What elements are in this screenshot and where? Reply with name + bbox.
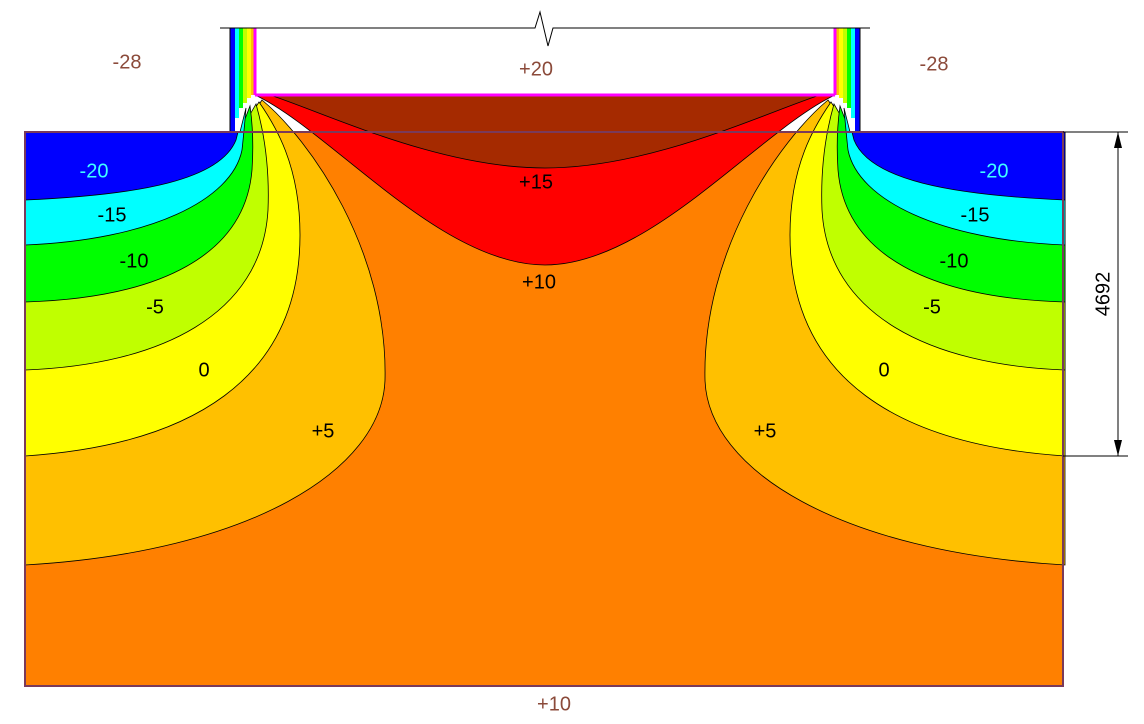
band-minus20 (851, 131, 1066, 201)
contour-label: -5 (923, 296, 941, 318)
roof-line (220, 10, 870, 47)
wall-band (855, 28, 860, 132)
contour-label: -5 (146, 296, 164, 318)
wall-band (243, 28, 247, 103)
right-contours (704, 28, 1066, 566)
domain-border (24, 131, 1064, 687)
wall-band (835, 28, 839, 95)
contour-label: +5 (312, 420, 335, 442)
ground-temp: +10 (537, 693, 571, 715)
outside-right-temp: -28 (920, 53, 949, 75)
outside-left-temp: -28 (113, 51, 142, 73)
contour-label: +5 (754, 420, 777, 442)
band-minus20 (24, 131, 239, 201)
contour-label: 0 (878, 359, 889, 381)
contour-label: -20 (80, 160, 109, 182)
contour-label: -10 (940, 250, 969, 272)
dimension-label: 4692 (1092, 272, 1114, 317)
wall-band (230, 28, 235, 132)
dimension: 4692 (1063, 131, 1128, 457)
contour-label: +10 (522, 271, 556, 293)
wall-band (239, 28, 243, 108)
wall-band (847, 28, 851, 108)
contour-label: 0 (198, 359, 209, 381)
contour-label: +15 (519, 171, 553, 193)
inside-temp: +20 (519, 58, 553, 80)
contour-label: -15 (961, 204, 990, 226)
wall-band (839, 28, 843, 98)
contour-label: -20 (980, 160, 1009, 182)
wall-band (851, 28, 855, 118)
contour-label: -10 (120, 250, 149, 272)
left-contours (24, 28, 386, 566)
wall-band (235, 28, 239, 118)
wall-band (247, 28, 251, 98)
wall-band (251, 28, 255, 95)
wall-band (843, 28, 847, 103)
contour-label: -15 (98, 204, 127, 226)
